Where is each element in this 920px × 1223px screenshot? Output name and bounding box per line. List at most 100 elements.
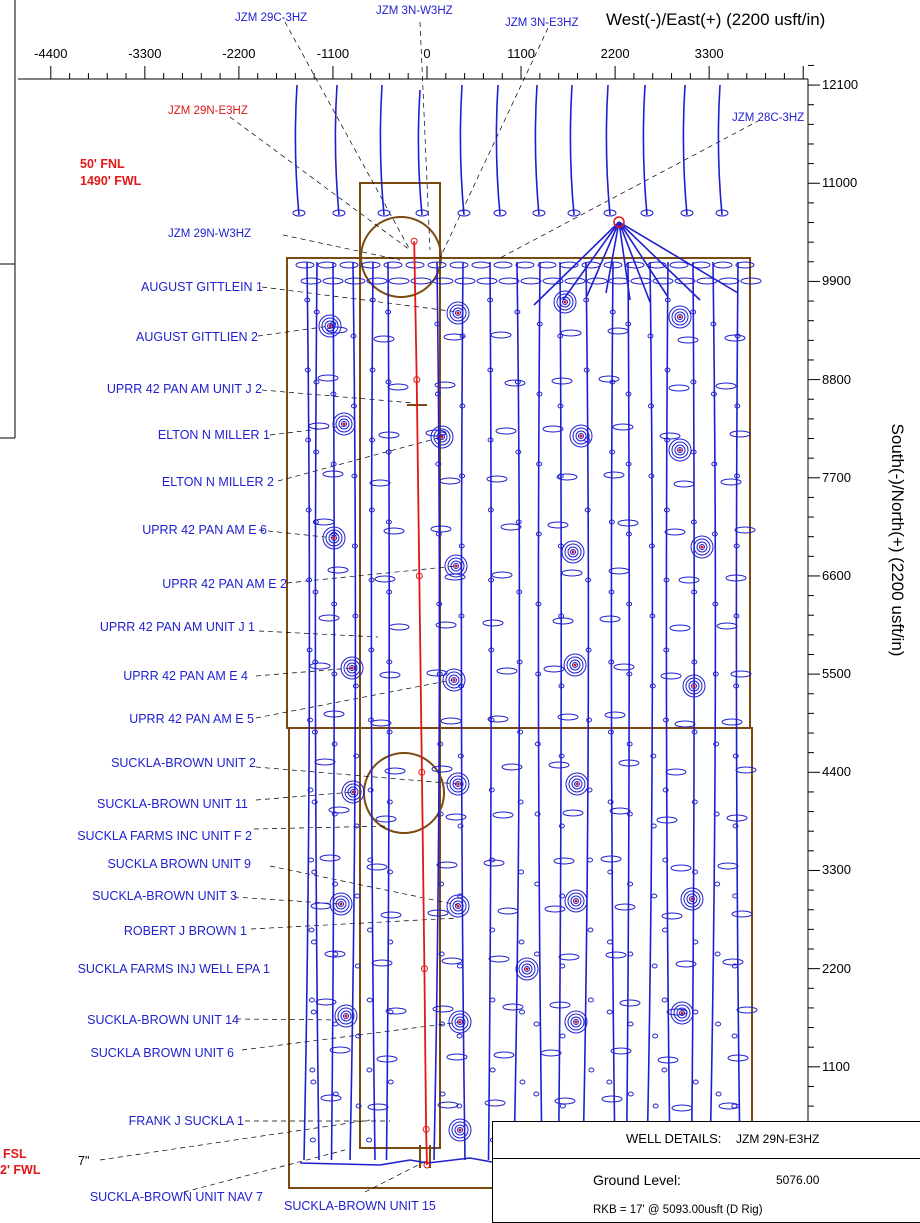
- vertical-well-uncertainty: [671, 441, 689, 459]
- vertical-well-uncertainty: [318, 314, 342, 338]
- vertical-well-uncertainty: [682, 674, 706, 698]
- survey-marker: [519, 1079, 526, 1085]
- vertical-well-location: [456, 904, 460, 908]
- uncertainty-ellipse: [309, 662, 331, 670]
- survey-marker: [585, 647, 592, 653]
- vertical-well-uncertainty: [340, 1010, 352, 1022]
- survey-marker: [311, 799, 318, 805]
- survey-marker: [386, 729, 393, 735]
- survey-marker: [650, 823, 657, 829]
- vertical-well-location: [573, 663, 577, 667]
- survey-marker: [304, 367, 311, 373]
- survey-marker: [489, 1067, 496, 1073]
- label-jzm-3n-e3hz: JZM 3N-E3HZ: [505, 17, 579, 29]
- offset-wellbore-lateral: [690, 261, 695, 1161]
- survey-marker: [557, 333, 564, 339]
- survey-marker: [691, 799, 698, 805]
- vertical-well-uncertainty: [452, 778, 464, 790]
- uncertainty-ellipse: [449, 261, 469, 269]
- survey-marker: [354, 963, 361, 969]
- y-tick-label: 9900: [822, 273, 851, 289]
- x-tick-label: 3300: [694, 46, 724, 61]
- uncertainty-ellipse: [344, 277, 366, 285]
- survey-marker: [586, 717, 593, 723]
- survey-marker: [434, 321, 441, 327]
- survey-marker: [330, 461, 337, 467]
- vertical-well-location: [351, 790, 355, 794]
- vertical-well-uncertainty: [567, 546, 579, 558]
- bottom-location-line1: FSL: [3, 1147, 27, 1161]
- survey-marker: [606, 939, 613, 945]
- survey-marker: [438, 951, 445, 957]
- survey-marker: [734, 333, 741, 339]
- offset-wellbore-fan: [586, 221, 620, 297]
- vertical-well-uncertainty: [446, 301, 470, 325]
- vertical-well-uncertainty: [451, 677, 457, 683]
- vertical-well-uncertainty: [691, 683, 697, 689]
- vertical-well-uncertainty: [335, 415, 353, 433]
- offset-wellbore-lateral: [735, 261, 741, 1161]
- survey-marker: [652, 1033, 659, 1039]
- y-tick-label: 4400: [822, 764, 851, 780]
- uncertainty-ellipse: [493, 1051, 515, 1059]
- uncertainty-ellipse: [612, 423, 634, 431]
- survey-marker: [519, 1009, 525, 1015]
- offset-wellbore-fan: [618, 221, 651, 303]
- survey-marker: [710, 391, 717, 397]
- uncertainty-ellipse: [674, 277, 696, 285]
- offset-wellbore-lateral: [610, 261, 616, 1161]
- uncertainty-ellipse: [378, 431, 400, 439]
- uncertainty-ellipse: [560, 329, 582, 337]
- vertical-well-location: [574, 1020, 578, 1024]
- vertical-well-uncertainty: [570, 895, 582, 907]
- vertical-well-uncertainty: [668, 438, 692, 462]
- survey-marker: [732, 753, 739, 759]
- survey-marker: [367, 927, 374, 933]
- survey-marker: [458, 543, 465, 549]
- uncertainty-ellipse: [370, 719, 392, 727]
- well-details-name: JZM 29N-E3HZ: [736, 1132, 820, 1146]
- survey-marker: [627, 951, 634, 957]
- x-tick-label: -3300: [128, 46, 162, 61]
- offset-wellbore-north: [717, 84, 723, 216]
- uncertainty-ellipse: [542, 425, 564, 433]
- survey-marker: [387, 869, 394, 875]
- survey-marker: [367, 787, 374, 793]
- uncertainty-ellipse: [435, 621, 457, 629]
- survey-marker: [692, 869, 699, 875]
- survey-marker: [606, 1079, 613, 1085]
- survey-marker: [439, 1021, 446, 1027]
- uncertainty-ellipse: [665, 768, 687, 776]
- vertical-well-location: [571, 550, 575, 554]
- uncertainty-ellipse: [439, 477, 461, 485]
- uncertainty-ellipse: [295, 261, 315, 269]
- x-axis-title: West(-)/East(+) (2200 usft/in): [606, 10, 826, 29]
- uncertainty-ellipse: [715, 382, 737, 390]
- uncertainty-ellipse: [308, 422, 330, 430]
- uncertainty-ellipse: [317, 261, 337, 269]
- uncertainty-ellipse: [318, 614, 340, 622]
- uncertainty-ellipse: [434, 381, 456, 389]
- survey-marker: [368, 577, 375, 583]
- survey-marker: [459, 403, 466, 409]
- y-tick-label: 8800: [822, 371, 851, 387]
- offset-wellbore-bottom: [299, 1157, 493, 1166]
- survey-marker: [647, 403, 654, 409]
- uncertainty-ellipse: [375, 815, 397, 823]
- uncertainty-ellipse: [501, 763, 523, 771]
- vertical-well-uncertainty: [689, 896, 695, 902]
- uncertainty-ellipse: [543, 665, 565, 673]
- vertical-well-uncertainty: [680, 887, 704, 911]
- uncertainty-ellipse: [619, 999, 641, 1007]
- uncertainty-ellipse: [320, 1094, 342, 1102]
- survey-marker: [305, 507, 312, 513]
- survey-marker: [652, 1103, 659, 1109]
- ground-level-value: 5076.00: [776, 1173, 820, 1187]
- uncertainty-ellipse: [379, 671, 401, 679]
- uncertainty-ellipse: [492, 811, 514, 819]
- survey-marker: [691, 659, 698, 665]
- survey-marker: [332, 1091, 339, 1097]
- survey-marker: [559, 963, 566, 969]
- offset-wellbore-lateral: [349, 261, 357, 1161]
- survey-marker: [732, 823, 739, 829]
